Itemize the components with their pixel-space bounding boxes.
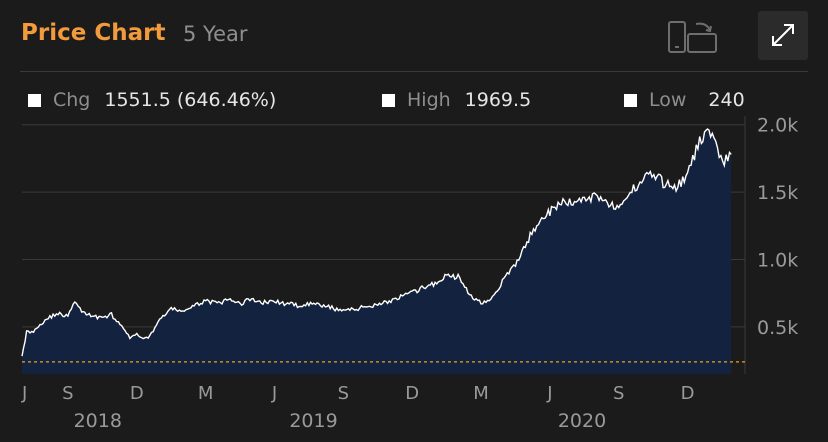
stat-low-value: 240 — [708, 89, 745, 111]
expand-button[interactable] — [758, 11, 808, 60]
y-tick-label: 2.0k — [757, 115, 798, 137]
x-tick-label: J — [546, 383, 552, 404]
stat-high-label: High — [407, 89, 451, 111]
x-tick-label: D — [405, 383, 419, 404]
header-divider — [20, 71, 808, 72]
y-tick-label: 0.5k — [757, 317, 798, 339]
y-tick-label: 1.0k — [757, 249, 798, 271]
stat-low-label: Low — [649, 89, 687, 111]
x-tick-label: D — [681, 383, 695, 404]
x-tick-label: J — [271, 383, 277, 404]
rotate-device-button[interactable] — [664, 14, 720, 60]
x-year-label: 2018 — [74, 410, 122, 432]
area-fill — [22, 129, 732, 374]
x-year-label: 2019 — [289, 410, 337, 432]
stat-high-value: 1969.5 — [464, 89, 532, 111]
expand-icon — [772, 24, 794, 46]
stat-high: High 1969.5 — [382, 89, 531, 111]
stat-change: Chg 1551.5 (646.46%) — [28, 89, 276, 111]
x-tick-label: M — [198, 383, 214, 404]
legend-square — [382, 93, 395, 107]
x-year-label: 2020 — [558, 410, 606, 432]
legend-square — [624, 93, 637, 107]
stat-change-value: 1551.5 (646.46%) — [104, 89, 277, 111]
legend-square — [28, 93, 41, 107]
x-tick-label: M — [473, 383, 489, 404]
chart-title: Price Chart — [21, 20, 166, 46]
x-tick-label: S — [613, 383, 624, 404]
period-label[interactable]: 5 Year — [183, 22, 248, 46]
x-tick-label: S — [62, 383, 73, 404]
stat-change-label: Chg — [53, 89, 91, 111]
x-tick-label: S — [338, 383, 349, 404]
x-tick-label: J — [21, 383, 27, 404]
rotate-device-icon — [668, 21, 717, 53]
x-tick-label: D — [130, 383, 144, 404]
y-tick-label: 1.5k — [757, 182, 798, 204]
stat-low: Low 240 — [624, 89, 745, 111]
price-line — [21, 128, 732, 357]
